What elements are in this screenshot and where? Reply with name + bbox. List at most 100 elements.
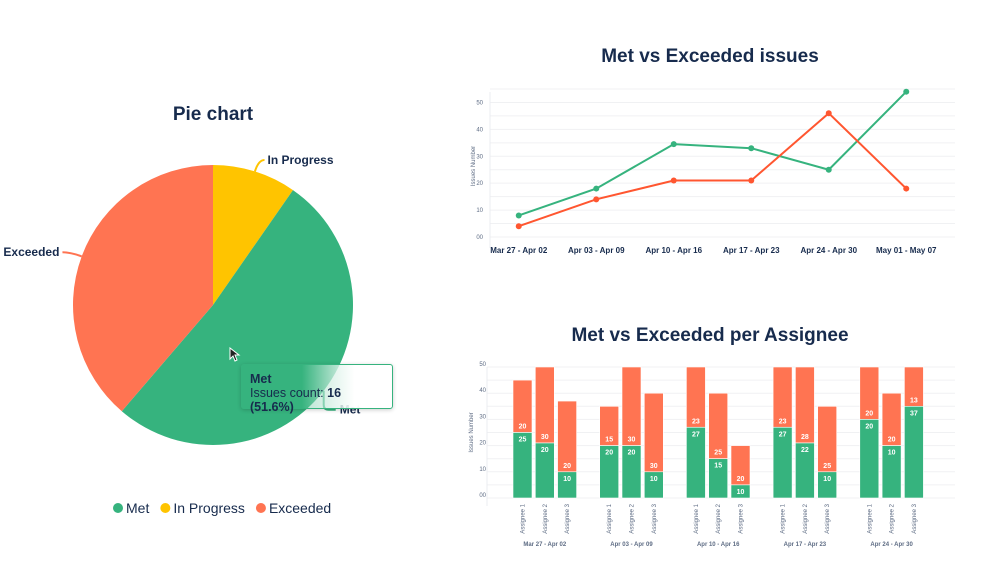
bar-label-met: 10 bbox=[563, 476, 571, 483]
bar-segment-exceeded[interactable] bbox=[557, 400, 577, 473]
line-point-exceeded[interactable] bbox=[748, 177, 755, 184]
bar-x-tick-assignee: Assignee 3 bbox=[739, 503, 745, 533]
bar-label-exceeded: 25 bbox=[714, 450, 722, 457]
bar-segment-met[interactable] bbox=[795, 442, 815, 499]
bar-label-met: 10 bbox=[650, 476, 658, 483]
line-x-tick: May 01 - May 07 bbox=[876, 246, 937, 255]
bar-segment-exceeded[interactable] bbox=[534, 366, 555, 444]
bar-y-tick: 20 bbox=[479, 441, 486, 447]
bar-segment-met[interactable] bbox=[643, 471, 664, 499]
legend-marker-met bbox=[113, 503, 123, 513]
line-x-tick: Apr 17 - Apr 23 bbox=[723, 246, 780, 255]
line-point-met[interactable] bbox=[515, 212, 522, 219]
line-x-tick: Mar 27 - Apr 02 bbox=[490, 246, 548, 255]
bar-label-met: 10 bbox=[888, 450, 896, 457]
bar-segment-met[interactable] bbox=[817, 471, 838, 499]
line-point-met[interactable] bbox=[903, 88, 910, 95]
bar-x-tick-assignee: Assignee 1 bbox=[781, 503, 787, 533]
bar-segment-met[interactable] bbox=[881, 445, 902, 499]
line-x-tick: Apr 24 - Apr 30 bbox=[800, 246, 857, 255]
pie-label-exceeded: Exceeded bbox=[3, 245, 59, 259]
bar-label-exceeded: 13 bbox=[910, 397, 918, 404]
bar-group-label: Apr 24 - Apr 30 bbox=[870, 542, 913, 548]
bar-segment-met[interactable] bbox=[686, 426, 706, 499]
bar-segment-met[interactable] bbox=[599, 445, 620, 499]
bar-stack: 23 27 bbox=[686, 366, 706, 499]
bar-segment-met[interactable] bbox=[859, 419, 880, 499]
bar-x-tick-assignee: Assignee 3 bbox=[912, 503, 918, 533]
bar-label-met: 22 bbox=[801, 447, 809, 454]
bar-x-tick-assignee: Assignee 3 bbox=[825, 503, 831, 533]
bar-x-tick-assignee: Assignee 2 bbox=[890, 503, 896, 533]
line-x-tick: Apr 10 - Apr 16 bbox=[645, 246, 702, 255]
bar-segment-met[interactable] bbox=[730, 484, 751, 499]
bar-x-tick-assignee: Assignee 3 bbox=[652, 503, 658, 533]
bar-label-met: 20 bbox=[541, 447, 549, 454]
bar-segment-met[interactable] bbox=[512, 432, 533, 499]
line-point-exceeded[interactable] bbox=[593, 196, 600, 203]
legend-marker-exceeded bbox=[255, 503, 266, 513]
bar-x-tick-assignee: Assignee 2 bbox=[543, 503, 549, 533]
line-point-exceeded[interactable] bbox=[903, 185, 910, 192]
bar-segment-exceeded[interactable] bbox=[795, 366, 815, 444]
bar-group-label: Apr 17 - Apr 23 bbox=[784, 542, 827, 548]
bar-label-met: 10 bbox=[823, 476, 831, 483]
pie-slice-exceeded[interactable] bbox=[73, 165, 213, 412]
bar-segment-met[interactable] bbox=[904, 405, 924, 499]
bar-label-exceeded: 20 bbox=[519, 424, 527, 431]
bar-label-exceeded: 30 bbox=[650, 463, 658, 470]
bar-x-tick-assignee: Assignee 2 bbox=[716, 503, 722, 533]
bar-segment-met[interactable] bbox=[557, 471, 577, 499]
bar-stack: 25 15 bbox=[708, 392, 729, 499]
bar-label-met: 25 bbox=[519, 437, 527, 444]
tooltip-label: Issues count: bbox=[250, 386, 324, 400]
legend-item-met[interactable]: Met bbox=[126, 500, 149, 516]
bar-label-met: 27 bbox=[779, 431, 787, 438]
bar-label-exceeded: 20 bbox=[865, 410, 873, 417]
bar-label-exceeded: 28 bbox=[801, 434, 809, 441]
bar-x-tick-assignee: Assignee 1 bbox=[694, 503, 700, 533]
bar-label-exceeded: 15 bbox=[605, 437, 613, 444]
legend-item-exceeded[interactable]: Exceeded bbox=[269, 500, 331, 516]
pie-chart-title: Pie chart bbox=[173, 104, 254, 125]
line-point-exceeded[interactable] bbox=[515, 223, 522, 230]
line-point-met[interactable] bbox=[825, 166, 832, 173]
bar-x-tick-assignee: Assignee 3 bbox=[565, 503, 571, 533]
line-point-exceeded[interactable] bbox=[825, 110, 832, 117]
legend-marker-in-progress bbox=[160, 503, 171, 513]
bar-label-met: 20 bbox=[628, 450, 636, 457]
bar-segment-exceeded[interactable] bbox=[621, 366, 642, 446]
legend-item-in-progress[interactable]: In Progress bbox=[173, 500, 245, 516]
bar-y-tick: 40 bbox=[479, 388, 486, 394]
bar-segment-met[interactable] bbox=[534, 442, 555, 499]
pie-connector-2 bbox=[62, 251, 83, 258]
pie-label-in-progress: In Progress bbox=[268, 153, 334, 167]
pie-connector-0 bbox=[253, 158, 265, 172]
bar-label-exceeded: 30 bbox=[541, 434, 549, 441]
pie-slice-in-progress[interactable] bbox=[213, 165, 293, 305]
tooltip-title: Met bbox=[250, 372, 272, 386]
line-point-met[interactable] bbox=[670, 141, 677, 148]
line-point-met[interactable] bbox=[748, 145, 755, 152]
bar-y-tick: 10 bbox=[479, 467, 486, 473]
bar-segment-met[interactable] bbox=[772, 426, 793, 499]
bar-label-met: 37 bbox=[910, 410, 918, 417]
bar-x-tick-assignee: Assignee 1 bbox=[521, 503, 527, 533]
bar-segment-met[interactable] bbox=[708, 458, 729, 499]
line-point-exceeded[interactable] bbox=[670, 177, 677, 184]
pie-tooltip: Met Issues count: 16 (51.6%) bbox=[241, 364, 393, 414]
bar-label-met: 15 bbox=[714, 463, 722, 470]
bar-stack: 30 20 bbox=[621, 366, 642, 499]
line-x-tick: Apr 03 - Apr 09 bbox=[568, 246, 625, 255]
bar-segment-exceeded[interactable] bbox=[643, 392, 664, 473]
bar-stack: 30 10 bbox=[643, 392, 664, 499]
bar-label-exceeded: 23 bbox=[779, 418, 787, 425]
bar-segment-met[interactable] bbox=[621, 445, 642, 499]
line-series-exceeded bbox=[518, 111, 907, 228]
line-point-met[interactable] bbox=[593, 185, 600, 192]
bar-label-met: 20 bbox=[865, 423, 873, 430]
